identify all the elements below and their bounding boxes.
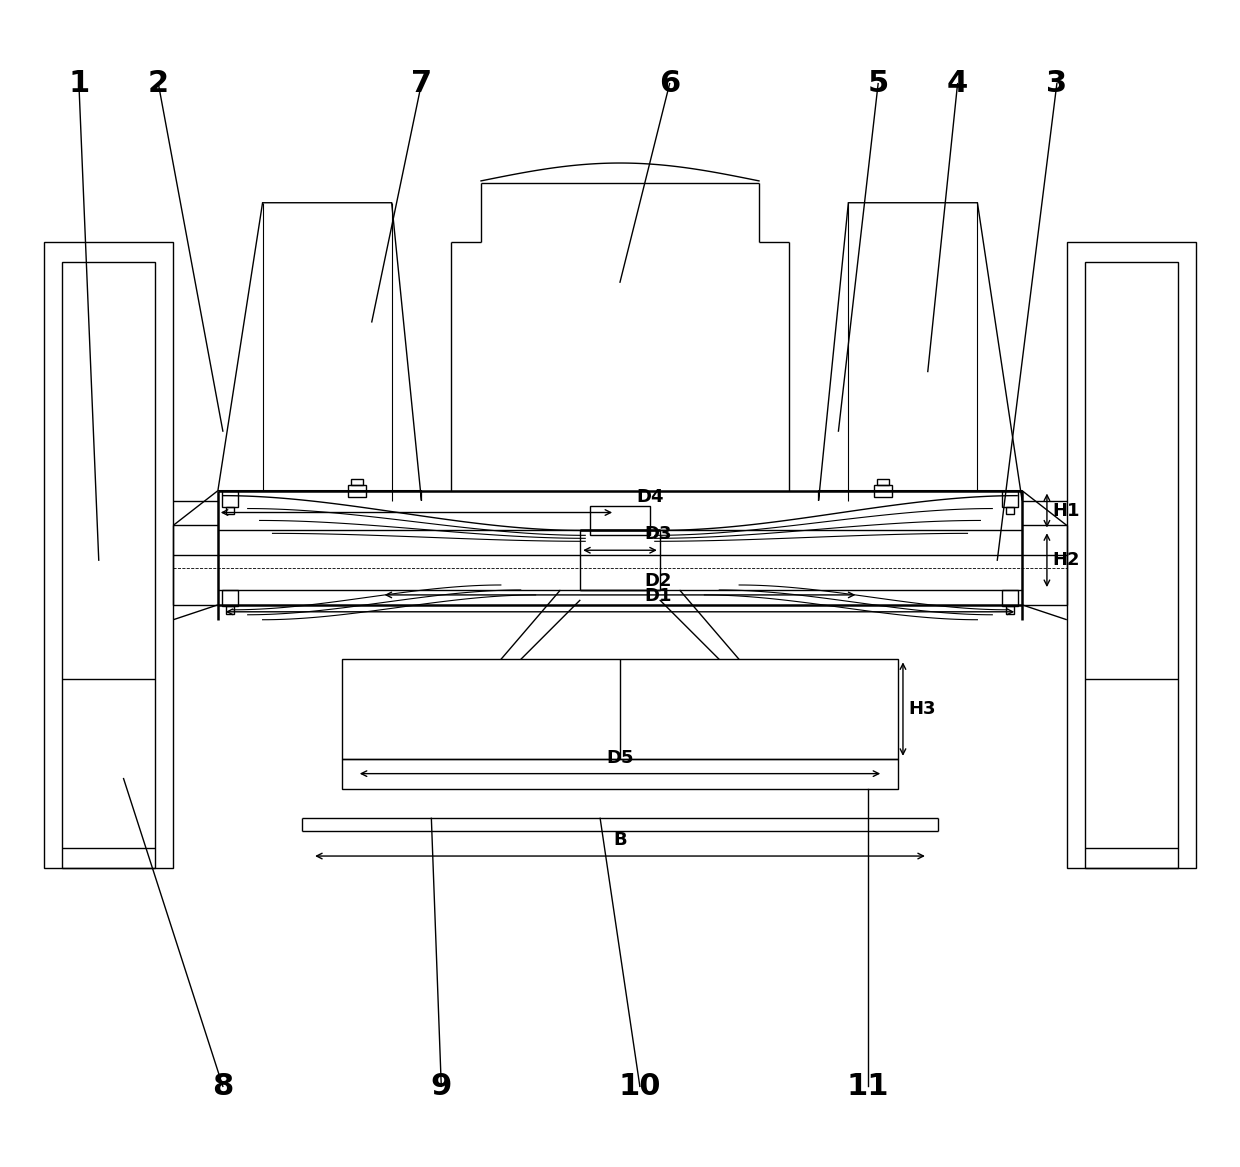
Text: 8: 8	[212, 1071, 233, 1100]
Text: 10: 10	[619, 1071, 661, 1100]
Bar	[226, 506, 234, 515]
Bar	[342, 759, 898, 789]
Bar	[1002, 591, 1018, 606]
Text: D4: D4	[636, 488, 663, 505]
Bar	[351, 478, 363, 484]
Bar	[1066, 243, 1195, 868]
Text: B: B	[614, 831, 626, 850]
Bar	[1085, 263, 1178, 868]
Bar	[222, 490, 238, 506]
Text: 3: 3	[1047, 69, 1068, 98]
Text: D2: D2	[644, 572, 672, 591]
Text: 1: 1	[68, 69, 89, 98]
Bar	[874, 484, 892, 497]
Text: 4: 4	[947, 69, 968, 98]
Text: H2: H2	[1052, 551, 1079, 569]
Bar	[45, 243, 174, 868]
Text: 9: 9	[430, 1071, 451, 1100]
Text: D3: D3	[644, 525, 672, 544]
Bar	[877, 478, 889, 484]
Text: H1: H1	[1052, 502, 1079, 519]
Bar	[1006, 606, 1014, 614]
Text: 5: 5	[868, 69, 889, 98]
Text: 6: 6	[658, 69, 681, 98]
Bar	[1002, 490, 1018, 506]
Text: H3: H3	[908, 700, 935, 718]
Text: 7: 7	[410, 69, 432, 98]
Bar	[348, 484, 366, 497]
Bar	[1006, 506, 1014, 515]
Bar	[222, 591, 238, 606]
Bar	[590, 505, 650, 536]
Text: D1: D1	[644, 587, 672, 605]
Bar	[342, 659, 898, 759]
Text: 2: 2	[148, 69, 169, 98]
Bar	[226, 606, 234, 614]
Text: D5: D5	[606, 749, 634, 767]
Bar	[580, 530, 660, 591]
Text: 11: 11	[847, 1071, 889, 1100]
Bar	[62, 263, 155, 868]
